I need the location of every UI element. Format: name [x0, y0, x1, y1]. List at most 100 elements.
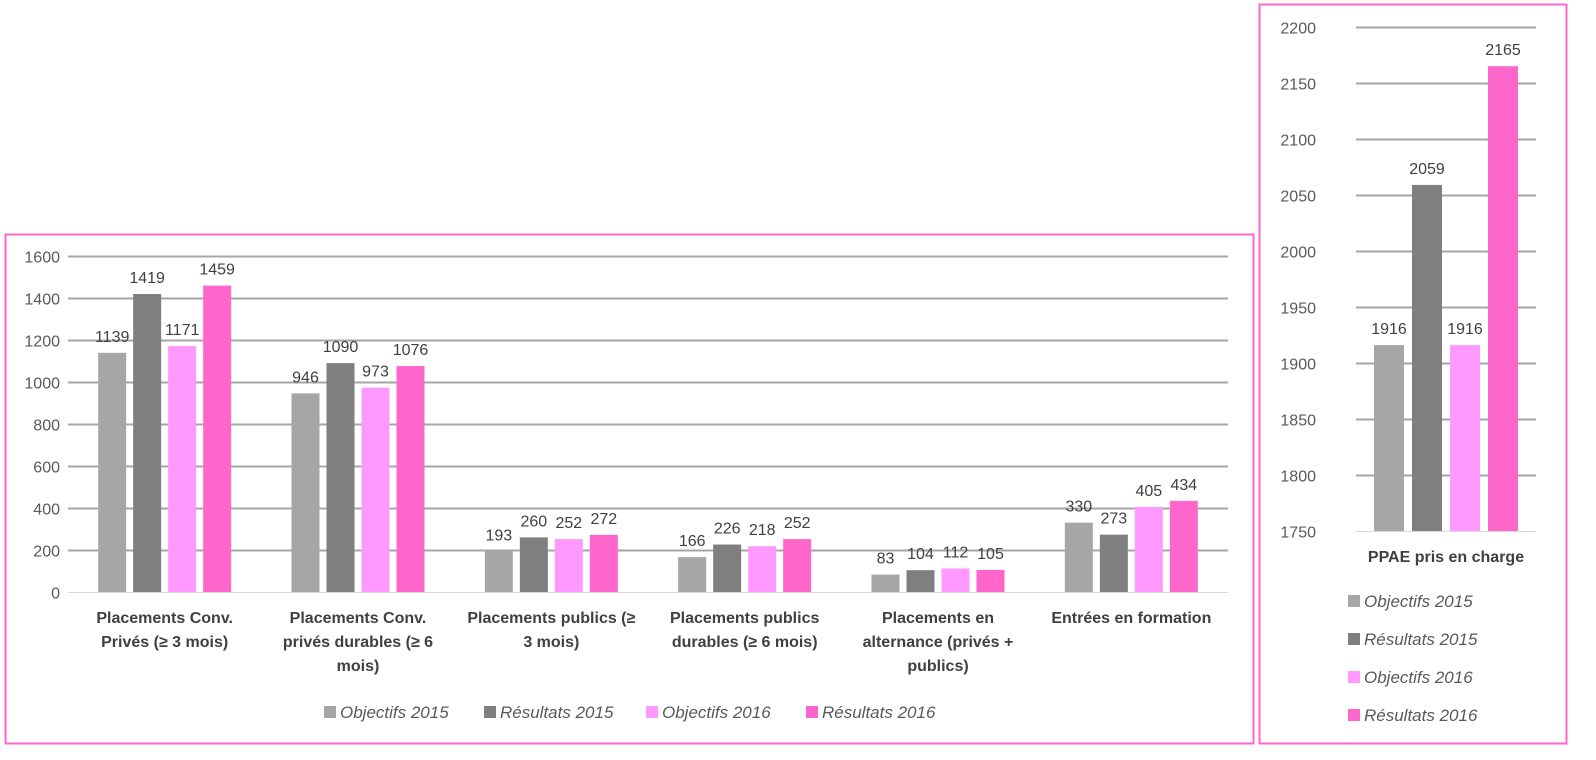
legend-item: Résultats 2016	[1348, 706, 1478, 725]
data-label: 330	[1065, 499, 1092, 516]
legend: Objectifs 2015 Résultats 2015 Objectifs 20…	[324, 703, 936, 722]
legend-label: Résultats 2016	[1364, 706, 1478, 725]
data-label: 946	[292, 369, 319, 386]
bar	[1488, 66, 1518, 531]
bar	[1099, 534, 1128, 592]
legend-swatch-icon	[806, 706, 818, 718]
bar	[554, 539, 583, 592]
bar	[1169, 500, 1198, 592]
x-category-label-line: Placements Conv.	[290, 610, 427, 627]
bar	[871, 574, 900, 592]
bar	[1450, 345, 1480, 531]
data-label: 1171	[165, 322, 200, 339]
data-label: 104	[907, 546, 934, 563]
x-category-label-line: durables (≥ 6 mois)	[672, 634, 818, 651]
legend-swatch-icon	[324, 706, 336, 718]
legend-swatch-icon	[484, 706, 496, 718]
y-tick-label: 400	[33, 502, 60, 519]
x-category-label-line: Entrées en formation	[1051, 610, 1211, 627]
legend-item: Résultats 2016	[806, 703, 936, 722]
bar	[168, 346, 197, 592]
y-tick-label: 1850	[1280, 413, 1316, 430]
bar	[1064, 522, 1093, 592]
legend-swatch-icon	[1348, 595, 1360, 607]
x-category-label: Placements Conv. privés durables (≥ 6 mois…	[283, 610, 433, 675]
bar	[133, 294, 162, 592]
bar	[906, 570, 935, 592]
data-label: 272	[590, 511, 617, 528]
y-tick-label: 2200	[1280, 21, 1316, 38]
data-label: 166	[679, 533, 706, 550]
chart-frame	[1258, 3, 1568, 745]
x-category-label: Placements publics (≥ 3 mois)	[467, 610, 635, 651]
bar	[748, 546, 777, 592]
data-label: 1139	[95, 329, 130, 346]
data-label: 1076	[393, 342, 429, 359]
bar	[1374, 345, 1404, 531]
bar	[1412, 184, 1442, 532]
legend: Objectifs 2015 Résultats 2015 Objectifs 20…	[1348, 592, 1478, 725]
legend-item: Objectifs 2015	[324, 703, 449, 722]
bar	[783, 539, 812, 592]
x-category-label: Placements en alternance (privés + publics…	[863, 610, 1014, 675]
legend-label: Objectifs 2015	[1364, 592, 1473, 611]
x-category-label-line: 3 mois)	[523, 634, 579, 651]
y-tick-label: 2050	[1280, 189, 1316, 206]
bar	[678, 557, 707, 592]
legend-swatch-icon	[1348, 709, 1360, 721]
y-tick-label: 600	[33, 460, 60, 477]
legend-swatch-icon	[1348, 671, 1360, 683]
data-label: 112	[943, 544, 969, 561]
data-label: 252	[784, 515, 811, 532]
data-label: 105	[977, 546, 1004, 563]
y-tick-label: 2100	[1280, 133, 1316, 150]
bar	[976, 569, 1005, 592]
y-tick-label: 1800	[1280, 469, 1316, 486]
y-tick-label: 2150	[1280, 77, 1316, 94]
x-category-label-line: Placements Conv.	[96, 610, 233, 627]
legend-swatch-icon	[646, 706, 658, 718]
y-tick-label: 1950	[1280, 301, 1316, 318]
data-label: 1916	[1371, 321, 1407, 338]
y-tick-label: 1900	[1280, 357, 1316, 374]
bar	[1134, 506, 1163, 592]
data-label: 252	[555, 515, 582, 532]
bar	[203, 285, 232, 592]
x-category-label-line: Placements en	[882, 610, 994, 627]
legend-item: Objectifs 2016	[1348, 668, 1473, 687]
y-tick-label: 1000	[24, 376, 60, 393]
legend-label: Résultats 2015	[500, 703, 614, 722]
x-category-label-line: PPAE pris en charge	[1368, 549, 1524, 566]
x-category-label-line: privés durables (≥ 6	[283, 634, 433, 651]
data-label: 193	[485, 527, 512, 544]
legend-label: Objectifs 2016	[662, 703, 771, 722]
data-label: 226	[714, 521, 741, 538]
data-label: 218	[749, 522, 776, 539]
legend-swatch-icon	[1348, 633, 1360, 645]
legend-label: Objectifs 2015	[340, 703, 449, 722]
bar	[484, 551, 513, 592]
data-label: 1419	[129, 270, 165, 287]
y-tick-label: 200	[33, 544, 60, 561]
chart-frame	[4, 233, 1255, 745]
legend-label: Objectifs 2016	[1364, 668, 1473, 687]
ppae-chart: 1750 1800 1850 1900 1950 2000 2050 2100 2150 2200…	[1258, 3, 1568, 745]
data-label: 973	[362, 364, 389, 381]
legend-item: Résultats 2015	[484, 703, 614, 722]
legend-item: Objectifs 2015	[1348, 592, 1473, 611]
y-tick-label: 2000	[1280, 245, 1316, 262]
x-category-label-line: publics)	[907, 658, 968, 675]
data-label: 273	[1100, 511, 1127, 528]
bar	[396, 366, 425, 592]
placements-chart: 0 200 400 600 800 1000 1200 1400 1600 1139 1419 117…	[4, 233, 1255, 745]
legend-label: Résultats 2016	[822, 703, 936, 722]
y-tick-label: 800	[33, 418, 60, 435]
bar	[519, 537, 548, 592]
legend-item: Résultats 2015	[1348, 630, 1478, 649]
data-label: 260	[520, 513, 547, 530]
x-category-label-line: Placements publics	[670, 610, 819, 627]
data-label: 1916	[1447, 321, 1483, 338]
x-category-label: Entrées en formation	[1051, 610, 1211, 627]
data-label: 405	[1135, 483, 1162, 500]
